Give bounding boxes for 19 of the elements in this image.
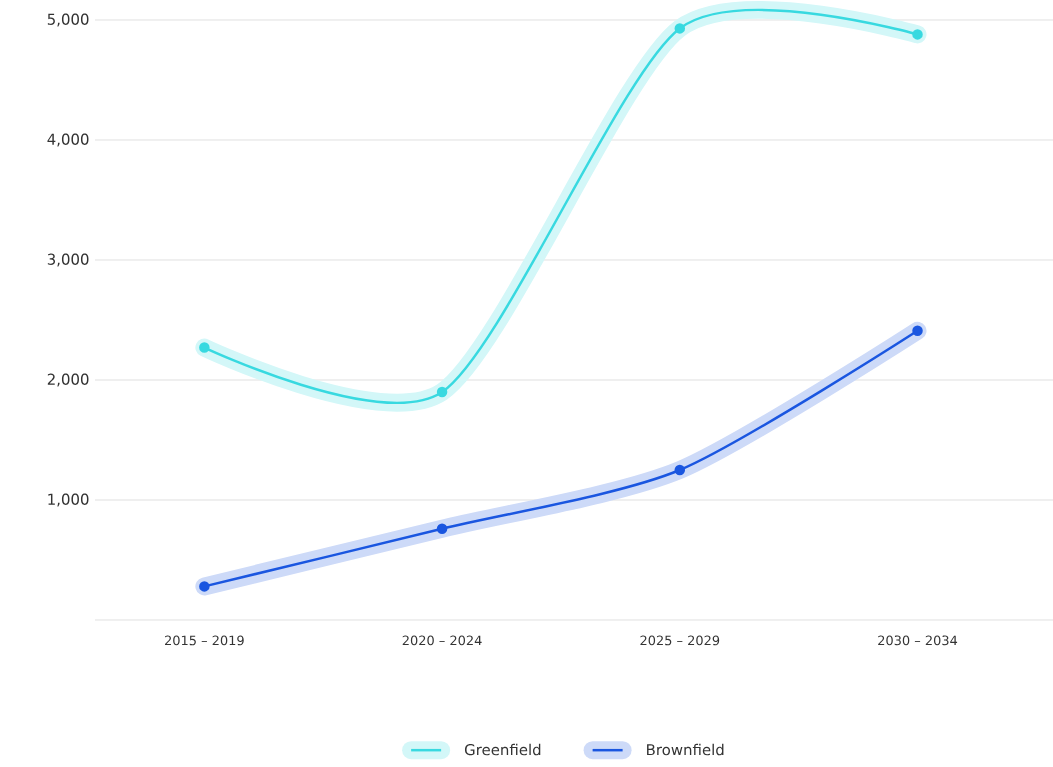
y-tick-label: 1,000 bbox=[48, 493, 89, 507]
y-tick-label: 5,000 bbox=[47, 13, 89, 27]
x-tick-label: 2030 – 2034 bbox=[878, 635, 958, 646]
legend-label: Brownfield bbox=[647, 743, 724, 756]
x-tick-label: 2020 – 2024 bbox=[402, 635, 482, 646]
x-tick-label: 2015 – 2019 bbox=[165, 635, 244, 646]
y-tick-label: 3,000 bbox=[47, 253, 89, 267]
y-tick-label: 4,000 bbox=[47, 133, 89, 147]
point bbox=[912, 325, 923, 337]
point bbox=[674, 464, 686, 476]
point bbox=[674, 23, 686, 34]
point bbox=[912, 29, 923, 40]
y-tick-label: 2,000 bbox=[47, 373, 89, 387]
legend-label: Greenfield bbox=[464, 743, 541, 756]
point bbox=[199, 342, 210, 353]
point bbox=[436, 386, 448, 398]
x-tick-label: 2025 – 2029 bbox=[640, 635, 720, 646]
point bbox=[436, 523, 448, 535]
point bbox=[199, 581, 210, 592]
